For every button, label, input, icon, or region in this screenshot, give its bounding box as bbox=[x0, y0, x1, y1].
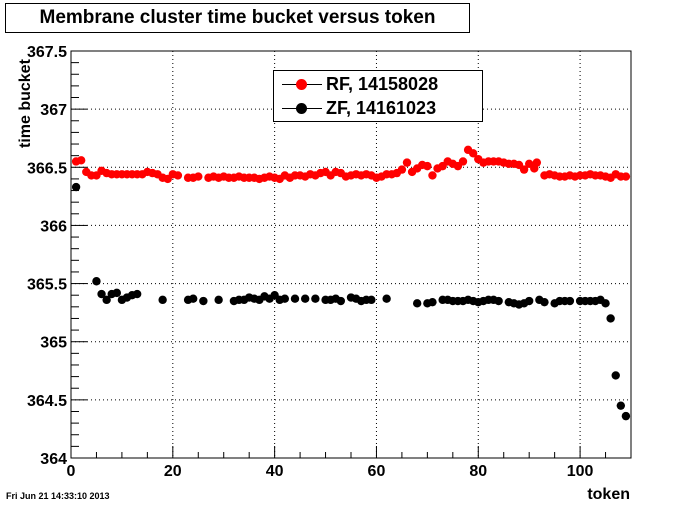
zf-point bbox=[97, 289, 106, 299]
zf-point bbox=[311, 294, 320, 303]
x-tick-labels: 0 20 40 60 80 100 bbox=[67, 463, 594, 480]
zf-point bbox=[290, 294, 300, 303]
rf-point bbox=[458, 157, 468, 166]
zf-point bbox=[158, 295, 167, 305]
legend: RF, 14158028 ZF, 14161023 bbox=[273, 70, 483, 122]
x-tick-label: 0 bbox=[67, 463, 76, 480]
zf-point bbox=[601, 299, 610, 308]
zf-point bbox=[540, 297, 549, 307]
zf-point bbox=[214, 295, 223, 305]
rf-point bbox=[428, 171, 437, 180]
zf-point bbox=[412, 299, 422, 308]
zf-point bbox=[112, 288, 122, 298]
legend-entry-rf: RF, 14158028 bbox=[274, 73, 484, 97]
axis-ticks bbox=[70, 50, 632, 459]
rf-point bbox=[397, 165, 407, 174]
zf-point bbox=[188, 294, 198, 303]
rf-point bbox=[532, 158, 542, 167]
zf-point bbox=[565, 296, 575, 306]
y-tick-label: 364 bbox=[40, 451, 67, 468]
legend-marker-rf bbox=[296, 79, 307, 90]
x-axis-label: token bbox=[587, 486, 630, 503]
zf-point bbox=[382, 294, 391, 303]
x-tick-label: 100 bbox=[567, 463, 594, 480]
chart-title: Membrane cluster time bucket versus toke… bbox=[39, 7, 436, 28]
zf-point bbox=[524, 296, 534, 306]
zf-point bbox=[611, 371, 620, 380]
legend-entry-zf: ZF, 14161023 bbox=[274, 97, 484, 121]
y-tick-label: 367.5 bbox=[27, 44, 67, 61]
legend-marker-zf bbox=[296, 103, 307, 114]
x-tick-label: 40 bbox=[266, 463, 284, 480]
x-tick-label: 80 bbox=[469, 463, 487, 480]
legend-label-zf: ZF, 14161023 bbox=[326, 98, 437, 118]
x-tick-label: 20 bbox=[164, 463, 182, 480]
rf-point bbox=[468, 149, 478, 158]
zf-point bbox=[367, 295, 376, 305]
y-tick-label: 364.5 bbox=[27, 393, 67, 410]
zf-point bbox=[102, 295, 111, 305]
zf-point bbox=[494, 296, 503, 306]
zf-point bbox=[280, 294, 290, 303]
timestamp: Fri Jun 21 14:33:10 2013 bbox=[6, 491, 110, 501]
rf-point bbox=[402, 158, 412, 167]
zf-point bbox=[606, 314, 615, 323]
y-tick-label: 365.5 bbox=[27, 277, 67, 294]
y-tick-label: 366.5 bbox=[27, 160, 67, 177]
zf-point bbox=[199, 296, 208, 306]
zf-point bbox=[300, 294, 310, 303]
rf-point bbox=[423, 161, 432, 171]
data-points bbox=[71, 145, 631, 421]
rf-point bbox=[173, 171, 183, 180]
rf-point bbox=[76, 156, 86, 165]
zf-point bbox=[132, 289, 142, 299]
zf-point bbox=[71, 182, 81, 192]
zf-point bbox=[336, 296, 346, 306]
chart-title-box: Membrane cluster time bucket versus toke… bbox=[5, 3, 470, 33]
zf-point bbox=[92, 277, 101, 286]
rf-point bbox=[194, 172, 203, 181]
y-tick-label: 365 bbox=[40, 335, 67, 352]
y-tick-label: 367 bbox=[40, 102, 67, 119]
rf-point bbox=[621, 172, 631, 181]
x-tick-label: 60 bbox=[368, 463, 386, 480]
y-tick-labels: 364 364.5 365 365.5 366 366.5 367 367.5 bbox=[27, 44, 67, 468]
y-axis-label: time bucket bbox=[17, 59, 34, 148]
zf-point bbox=[616, 401, 626, 410]
zf-point bbox=[428, 297, 437, 307]
zf-point bbox=[621, 411, 631, 421]
legend-label-rf: RF, 14158028 bbox=[326, 74, 439, 94]
rf-point bbox=[519, 165, 529, 174]
y-tick-label: 366 bbox=[40, 218, 67, 235]
